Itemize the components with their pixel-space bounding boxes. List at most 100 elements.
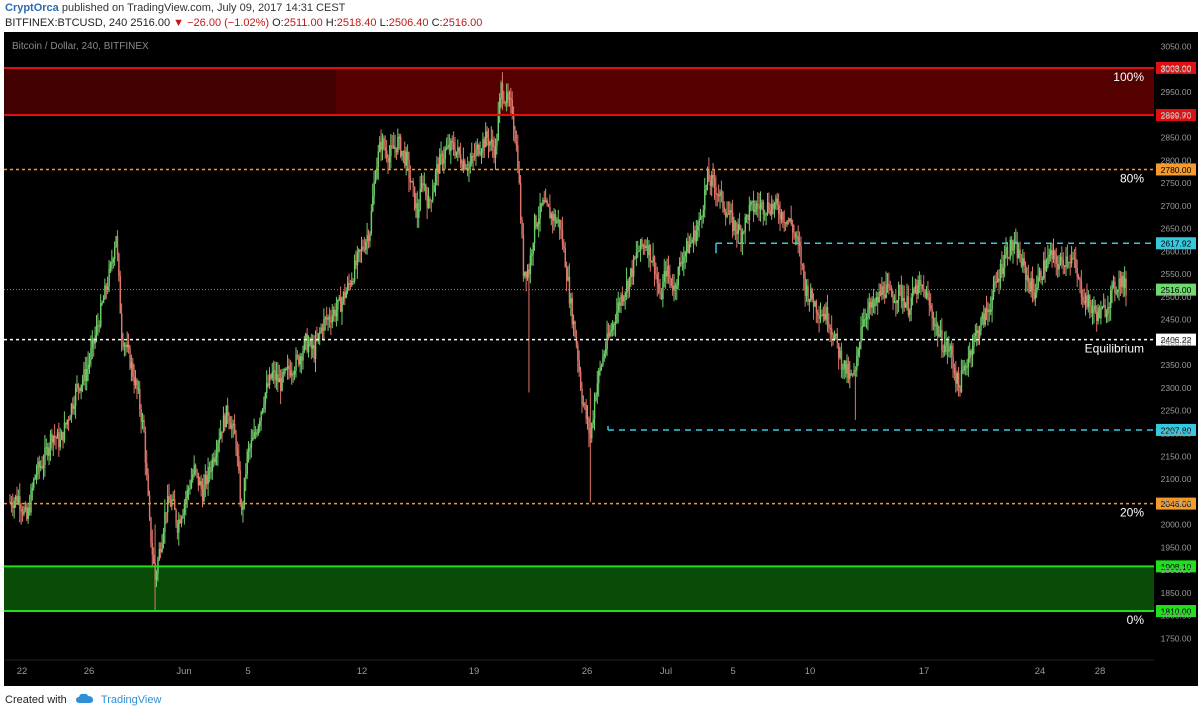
candle-body xyxy=(910,297,912,311)
candle-body xyxy=(261,409,264,413)
candle-body xyxy=(323,318,325,331)
candle-body xyxy=(687,241,689,254)
candle-body xyxy=(846,363,848,374)
candle-body xyxy=(672,285,674,291)
candle-body xyxy=(645,245,647,248)
candle-body xyxy=(419,189,421,211)
candle-body xyxy=(850,373,852,375)
candle-body xyxy=(804,278,806,296)
candle-body xyxy=(306,333,308,352)
candle-body xyxy=(879,291,882,296)
candle-body xyxy=(48,447,50,456)
candle-body xyxy=(963,365,965,371)
price-chart[interactable]: Bitcoin / Dollar, 240, BITFINEX 3003.00 1… xyxy=(4,32,1198,686)
candle-body xyxy=(861,326,864,329)
candle-body xyxy=(510,97,512,101)
candle-body xyxy=(726,214,728,217)
candle-body xyxy=(471,155,473,164)
price-tag-label: 2207.80 xyxy=(1161,425,1192,435)
y-tick-label: 1800.00 xyxy=(1161,611,1192,621)
candle-body xyxy=(945,341,947,346)
candle-body xyxy=(35,473,38,476)
candle-body xyxy=(55,437,57,439)
candle-body xyxy=(546,200,548,205)
candle-body xyxy=(741,231,744,243)
zone-red-peak xyxy=(336,67,1154,115)
candle-body xyxy=(203,484,205,502)
candle-body xyxy=(240,503,243,511)
candle-body xyxy=(1087,295,1090,308)
author-link[interactable]: CryptOrca xyxy=(5,2,59,14)
candle-body xyxy=(259,421,261,427)
candle-body xyxy=(132,362,134,377)
price-tag-label: 2406.22 xyxy=(1161,335,1192,345)
candle-body xyxy=(434,172,437,186)
candle-body xyxy=(948,349,950,352)
candle-body xyxy=(376,167,378,179)
price-tag xyxy=(1156,497,1196,510)
candle-body xyxy=(137,388,140,390)
candle-body xyxy=(1029,281,1031,292)
candle-body xyxy=(204,475,207,485)
y-tick-label: 2550.00 xyxy=(1161,269,1192,279)
tradingview-brand[interactable]: TradingView xyxy=(100,693,162,706)
candle-body xyxy=(242,505,244,511)
candle-body xyxy=(263,404,265,410)
candle-body xyxy=(856,355,858,371)
candle-body xyxy=(1069,262,1071,264)
candle-body xyxy=(116,236,119,254)
candle-body xyxy=(221,431,223,433)
candle-body xyxy=(337,299,339,310)
candle-body xyxy=(1020,261,1023,267)
candle-body xyxy=(430,200,433,202)
candle-body xyxy=(34,475,36,480)
price-tag xyxy=(1156,61,1196,74)
candle-body xyxy=(907,296,910,315)
candle-body xyxy=(519,182,522,220)
candle-body xyxy=(122,340,124,347)
candle-body xyxy=(213,458,215,463)
candle-body xyxy=(26,507,28,520)
candle-body xyxy=(946,341,949,352)
candle-body xyxy=(52,436,55,443)
candle-body xyxy=(600,365,603,368)
zone-red xyxy=(4,67,1154,115)
candle-body xyxy=(1012,248,1014,251)
candle-body xyxy=(953,367,956,374)
chart-svg[interactable]: Bitcoin / Dollar, 240, BITFINEX 3003.00 1… xyxy=(4,32,1198,686)
candle-body xyxy=(532,243,534,254)
candle-body xyxy=(688,243,691,254)
candle-body xyxy=(831,328,833,336)
candle-body xyxy=(485,131,487,148)
candle-body xyxy=(448,144,451,152)
candle-body xyxy=(406,151,409,160)
candle-body xyxy=(725,211,727,217)
candle-body xyxy=(935,324,938,326)
y-tick-label: 2000.00 xyxy=(1161,520,1192,530)
candle-body xyxy=(250,440,253,448)
candle-body xyxy=(691,240,693,243)
candle-body xyxy=(547,204,550,207)
candle-body xyxy=(400,136,402,157)
candle-body xyxy=(768,202,770,212)
candle-body xyxy=(810,288,812,299)
candle-body xyxy=(41,466,43,468)
candle-body xyxy=(934,324,936,327)
candle-body xyxy=(698,218,700,226)
candle-body xyxy=(270,374,272,379)
candle-body xyxy=(51,433,53,443)
high-value: 2518.40 xyxy=(336,17,377,29)
x-tick-label: 26 xyxy=(582,666,593,677)
candle-body xyxy=(220,431,222,439)
candle-body xyxy=(665,270,667,277)
price-tag xyxy=(1156,108,1196,121)
candle-body xyxy=(762,202,765,215)
candle-body xyxy=(779,214,781,220)
candle-body xyxy=(999,263,1002,282)
candle-body xyxy=(295,354,297,371)
candle-body xyxy=(1041,278,1044,280)
candle-body xyxy=(1059,256,1062,265)
candle-body xyxy=(134,379,137,386)
candle-body xyxy=(1037,277,1039,288)
candle-body xyxy=(446,147,448,149)
